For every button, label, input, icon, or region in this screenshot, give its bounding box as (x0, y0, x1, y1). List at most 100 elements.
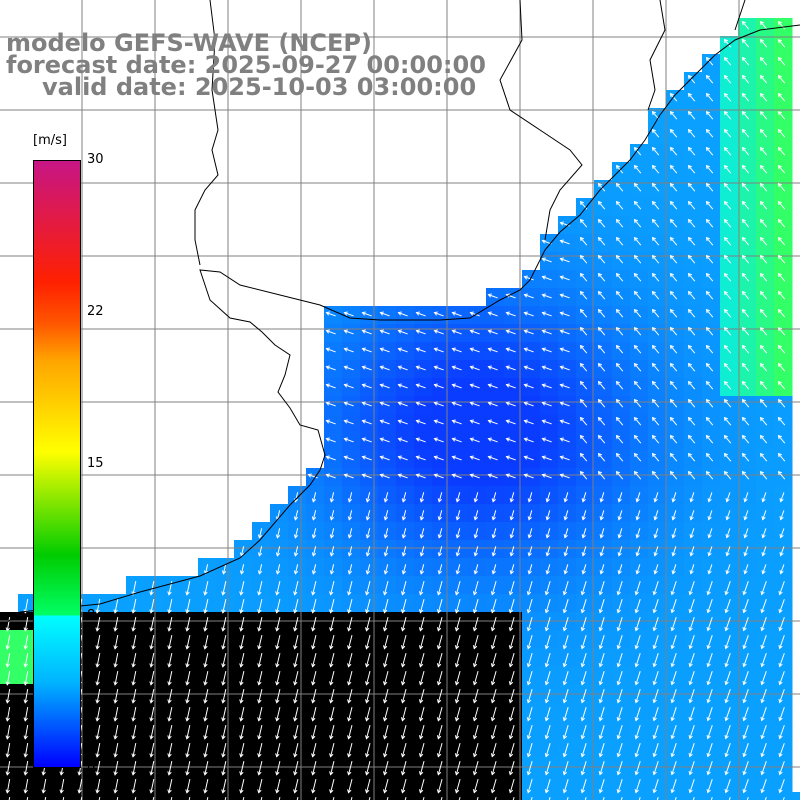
ocean-cell (180, 792, 199, 800)
wind-arrow-head (523, 275, 528, 280)
wind-arrow-head (616, 591, 621, 596)
wind-arrow (416, 456, 426, 461)
wind-arrow-head (559, 473, 564, 478)
wind-arrow (294, 670, 299, 685)
wind-arrow-head (598, 753, 603, 758)
wind-arrow (634, 453, 642, 462)
wind-arrow-head (635, 570, 640, 575)
wind-arrow (294, 528, 299, 538)
wind-arrow-head (580, 735, 585, 740)
wind-arrow-head (670, 644, 675, 650)
wind-arrow-head (723, 416, 728, 422)
wind-arrow (150, 616, 155, 631)
wind-arrow (653, 581, 659, 595)
wind-arrow-head (541, 257, 546, 262)
wind-arrow (204, 670, 209, 685)
wind-arrow (598, 255, 606, 264)
wind-arrow-head (293, 681, 298, 686)
wind-arrow (689, 599, 695, 613)
wind-arrow (600, 492, 605, 502)
wind-arrow-head (563, 534, 568, 539)
wind-arrow (474, 564, 479, 574)
wind-arrow (470, 348, 480, 353)
wind-arrow-head (706, 716, 711, 722)
wind-arrow (778, 399, 786, 408)
wind-arrow (330, 580, 335, 595)
wind-arrow (380, 366, 390, 371)
wind-arrow-head (562, 591, 568, 596)
wind-arrow (362, 438, 372, 443)
wind-arrow (652, 345, 660, 354)
wind-arrow-head (505, 365, 510, 370)
wind-arrow-head (5, 789, 10, 794)
wind-arrow (455, 761, 461, 775)
wind-arrow-head (669, 290, 674, 296)
wind-arrow (616, 237, 624, 246)
wind-arrow-head (635, 498, 640, 503)
wind-arrow-head (759, 470, 764, 476)
wind-arrow (348, 492, 353, 502)
wind-arrow-head (239, 552, 245, 557)
ocean-cell (288, 792, 307, 800)
wind-arrow-head (742, 752, 747, 758)
wind-arrow (326, 438, 336, 443)
wind-arrow-head (741, 20, 746, 26)
wind-arrow (456, 564, 461, 574)
wind-arrow (563, 707, 569, 721)
wind-arrow (707, 725, 713, 739)
wind-arrow (760, 111, 768, 120)
wind-arrow (652, 147, 660, 156)
wind-arrow (398, 420, 408, 425)
wind-arrow (527, 707, 533, 721)
wind-arrow (509, 617, 515, 631)
wind-arrow-head (41, 789, 46, 794)
wind-arrow (506, 402, 516, 407)
wind-arrow-head (347, 534, 353, 539)
wind-arrow (398, 366, 408, 371)
wind-arrow-head (562, 735, 568, 740)
wind-arrow-head (579, 326, 584, 332)
wind-arrow (222, 706, 227, 721)
wind-arrow (186, 598, 191, 613)
wind-arrow (760, 291, 768, 300)
wind-arrow (778, 39, 786, 48)
wind-arrow (488, 456, 498, 461)
wind-arrow-head (651, 416, 656, 422)
wind-arrow-head (759, 218, 764, 224)
wind-arrow (168, 688, 173, 703)
wind-arrow (383, 761, 389, 775)
wind-arrow-head (347, 570, 353, 575)
wind-arrow-head (490, 735, 496, 740)
wind-arrow (114, 688, 119, 703)
wind-arrow (114, 616, 119, 631)
wind-arrow-head (491, 516, 496, 521)
wind-arrow (455, 725, 461, 739)
wind-arrow-head (526, 717, 532, 722)
wind-arrow (114, 724, 119, 739)
wind-arrow (383, 725, 389, 739)
wind-arrow (653, 653, 659, 667)
wind-arrow (240, 760, 245, 775)
wind-arrow (616, 291, 624, 300)
wind-arrow (150, 598, 155, 613)
wind-arrow-head (742, 770, 747, 776)
wind-arrow-head (523, 437, 528, 442)
wind-arrow (366, 528, 371, 538)
wind-arrow-head (742, 590, 747, 596)
wind-arrow-head (347, 498, 353, 503)
wind-arrow-head (95, 609, 100, 614)
wind-arrow (96, 598, 101, 613)
wind-arrow-head (473, 534, 478, 539)
wind-arrow-head (615, 272, 620, 278)
wind-arrow (688, 327, 696, 336)
wind-arrow (186, 580, 191, 595)
wind-arrow-head (689, 570, 694, 575)
wind-arrow (564, 510, 569, 520)
wind-arrow (276, 706, 281, 721)
wind-arrow-head (615, 308, 620, 314)
wind-arrow-head (669, 200, 674, 206)
wind-arrow (688, 147, 696, 156)
wind-arrow (618, 510, 623, 520)
wind-arrow (707, 689, 713, 703)
